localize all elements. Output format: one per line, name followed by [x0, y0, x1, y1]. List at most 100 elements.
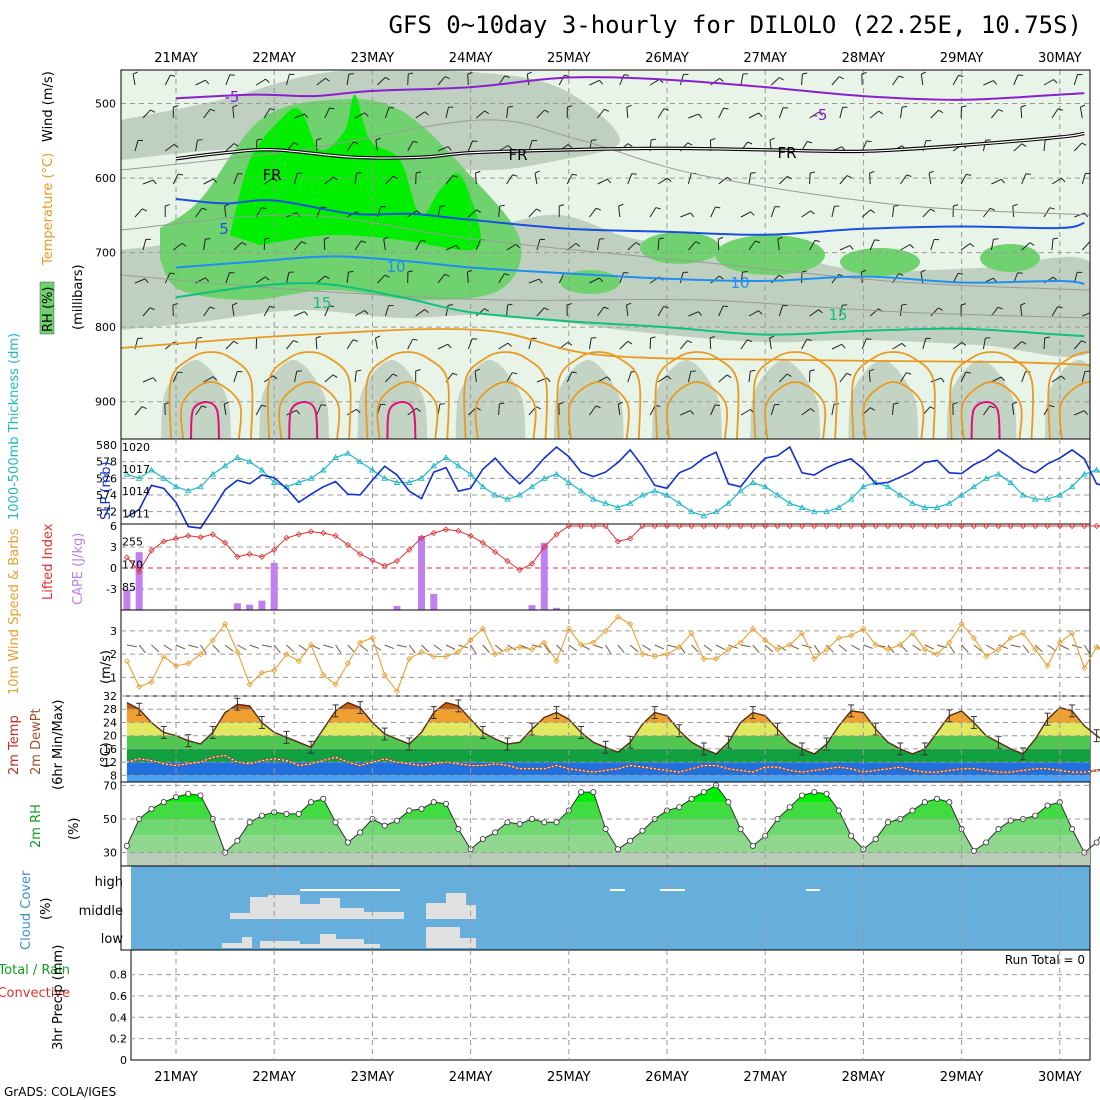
footer-credit: GrADS: COLA/IGES — [4, 1085, 116, 1099]
wind-tick: 1 — [110, 671, 117, 684]
thickness-marker — [528, 483, 536, 490]
wind-barb-flag — [329, 305, 335, 308]
wind-barb — [225, 143, 235, 152]
date-axis-top: 21MAY 22MAY 23MAY 24MAY 25MAY 26MAY 27MAY 28MAY… — [154, 51, 1081, 66]
wind-barb — [920, 272, 924, 284]
wind-barb — [900, 174, 908, 185]
wind10m-barb — [396, 644, 407, 648]
wind-barb — [1079, 107, 1083, 119]
li-marker — [430, 529, 437, 537]
wind-barb-flag — [810, 210, 815, 215]
wind-barb-flag — [663, 305, 669, 309]
li-marker — [442, 526, 450, 533]
wind-barb-flag — [663, 108, 669, 111]
wind-barb — [892, 342, 903, 350]
wind10m-marker — [357, 639, 364, 646]
wind-barb-flag — [1060, 375, 1066, 380]
wind-barb-flag — [779, 77, 784, 81]
wind10m-marker — [442, 653, 450, 660]
wind-barb — [1021, 173, 1027, 185]
wind-barb-flag — [412, 338, 418, 341]
wind-barb — [839, 107, 844, 119]
wind10m-marker — [590, 639, 597, 646]
li-marker — [123, 554, 130, 561]
wind-barb-flag — [866, 338, 872, 340]
wind-barb — [770, 206, 776, 218]
wind-barb — [892, 206, 895, 218]
li-marker — [578, 522, 585, 530]
wind-barb-flag — [993, 80, 998, 85]
thickness-marker — [1044, 495, 1051, 502]
wind-barb-flag — [416, 407, 421, 412]
wind-barb — [710, 206, 716, 218]
wind-barb-flag — [567, 144, 573, 149]
cape-tick: 170 — [122, 558, 143, 571]
rh-contour — [121, 274, 1090, 319]
wind-barb — [1012, 205, 1015, 218]
wind-barb — [718, 305, 724, 317]
wind-barb — [384, 107, 390, 119]
temp-contour-25 — [567, 381, 630, 439]
li-marker — [492, 548, 499, 555]
wind-barb — [445, 305, 449, 317]
wind-barb — [839, 305, 843, 317]
wind-barb-flag — [353, 141, 359, 145]
wind-barb-flag — [197, 336, 203, 339]
wind10m-marker — [872, 641, 879, 648]
wind-barb-flag — [758, 112, 763, 118]
wind-barb-flag — [356, 408, 361, 414]
wind-barb-flag — [1021, 143, 1027, 147]
wind-barb — [263, 177, 274, 185]
cape-bar — [540, 542, 548, 610]
wind-barb — [801, 73, 803, 86]
li-marker — [234, 553, 241, 560]
wind-barb — [625, 305, 629, 317]
wind-barb — [1051, 108, 1059, 119]
wind10m-barb — [642, 644, 652, 651]
date-label: 25MAY — [547, 51, 591, 66]
wind-barb — [498, 273, 505, 284]
ylabel-minmax: (6hr Min/Max) — [51, 700, 66, 790]
wind-barb — [657, 238, 660, 251]
wind-barb — [316, 275, 326, 284]
wind-barb-flag — [965, 371, 971, 374]
rh-band-lower — [848, 359, 919, 439]
wind-barb — [801, 408, 811, 416]
date-label: 29MAY — [940, 1070, 984, 1085]
wind-barb-flag — [750, 369, 756, 372]
wind-barb — [255, 276, 266, 284]
wind-barb-flag — [444, 273, 450, 277]
wind-barb — [475, 239, 481, 251]
date-label: 22MAY — [252, 51, 296, 66]
wind-barb-flag — [534, 170, 540, 174]
li-marker — [860, 522, 867, 530]
contour-label: 15 — [312, 294, 331, 312]
li-marker — [774, 522, 781, 530]
wind10m-barb — [335, 644, 342, 654]
wind-barb — [627, 173, 633, 185]
wind-barb-flag — [1092, 312, 1095, 316]
wind-barb-flag — [658, 237, 664, 240]
rh2m-marker — [504, 819, 511, 826]
wind10m-barb — [323, 644, 334, 649]
li-marker — [1019, 522, 1027, 530]
wind-barb-flag — [475, 170, 481, 174]
li-marker — [835, 522, 842, 530]
wind-barb-flag — [204, 277, 210, 282]
rh2m-marker — [799, 792, 806, 799]
li-marker — [246, 550, 253, 558]
wind-barb — [467, 73, 469, 86]
wind-barb — [831, 274, 840, 284]
pressure-axis: 500 600 700 800 900 — [95, 98, 116, 409]
wind-barb-flag — [535, 406, 541, 410]
precip-tick: 0.6 — [110, 990, 128, 1003]
wind10m-marker — [332, 681, 339, 688]
wind-barb — [1013, 143, 1023, 152]
wind-barb-flag — [1000, 376, 1005, 382]
wind-barb — [354, 240, 362, 251]
wind-barb-flag — [1012, 203, 1018, 207]
wind-barb-flag — [750, 172, 756, 174]
wind-barb — [323, 238, 326, 251]
wind-barb — [445, 244, 457, 251]
